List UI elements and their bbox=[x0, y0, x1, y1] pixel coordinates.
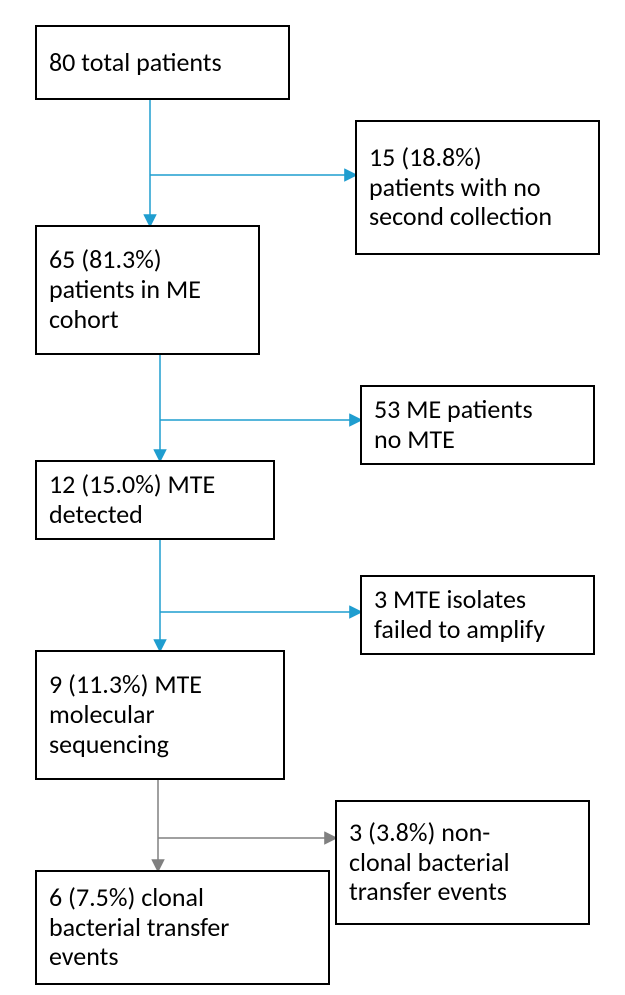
flow-node-n7: 3 (3.8%) non- clonal bacterial transfer … bbox=[335, 800, 590, 925]
flow-node-label: 9 (11.3%) MTE molecular sequencing bbox=[49, 670, 202, 760]
flow-node-label: 3 (3.8%) non- clonal bacterial transfer … bbox=[349, 818, 510, 908]
flow-node-n8: 6 (7.5%) clonal bacterial transfer event… bbox=[35, 870, 330, 985]
flow-node-label: 12 (15.0%) MTE detected bbox=[49, 470, 215, 530]
flow-node-n5: 3 MTE isolates failed to amplify bbox=[360, 575, 595, 655]
flow-node-n6: 9 (11.3%) MTE molecular sequencing bbox=[35, 650, 285, 780]
flow-node-label: 3 MTE isolates failed to amplify bbox=[374, 585, 545, 645]
flow-node-n1: 15 (18.8%) patients with no second colle… bbox=[355, 120, 600, 255]
flow-node-label: 6 (7.5%) clonal bacterial transfer event… bbox=[49, 883, 229, 973]
flow-node-label: 80 total patients bbox=[49, 48, 222, 78]
flow-node-label: 15 (18.8%) patients with no second colle… bbox=[369, 143, 552, 233]
flow-node-n2: 65 (81.3%) patients in ME cohort bbox=[35, 225, 260, 355]
flow-node-n3: 53 ME patients no MTE bbox=[360, 385, 595, 465]
flow-node-n0: 80 total patients bbox=[35, 25, 290, 100]
flow-node-label: 65 (81.3%) patients in ME cohort bbox=[49, 245, 201, 335]
flow-node-label: 53 ME patients no MTE bbox=[374, 395, 533, 455]
flowchart-stage: 80 total patients 15 (18.8%) patients wit… bbox=[0, 0, 625, 995]
flow-node-n4: 12 (15.0%) MTE detected bbox=[35, 460, 275, 540]
